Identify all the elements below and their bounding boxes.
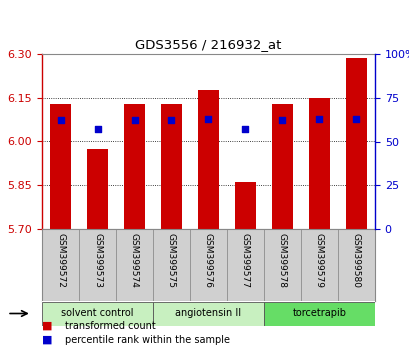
Text: GSM399575: GSM399575 [166, 233, 175, 287]
Bar [235, 182, 255, 229]
Text: ■: ■ [42, 321, 52, 331]
Text: GSM399572: GSM399572 [56, 233, 65, 287]
Bar [161, 104, 181, 229]
Bar [300, 229, 337, 301]
Point [168, 118, 174, 123]
Bar [189, 229, 227, 301]
Bar [153, 229, 189, 301]
Text: GSM399577: GSM399577 [240, 233, 249, 287]
Bar [50, 104, 70, 229]
Text: GSM399576: GSM399576 [204, 233, 213, 287]
Point [242, 126, 248, 132]
Bar [263, 229, 300, 301]
Bar [198, 91, 218, 229]
Bar [227, 229, 263, 301]
Bar [272, 104, 292, 229]
Text: transformed count: transformed count [64, 321, 155, 331]
Text: ■: ■ [42, 335, 52, 345]
Point [205, 116, 211, 121]
Point [353, 116, 359, 121]
Point [57, 118, 64, 123]
Point [279, 118, 285, 123]
Bar [42, 302, 153, 325]
Text: GSM399573: GSM399573 [93, 233, 102, 287]
Bar [263, 302, 374, 325]
Bar [337, 229, 374, 301]
Bar [87, 149, 108, 229]
Bar [153, 302, 263, 325]
Text: solvent control: solvent control [61, 308, 133, 319]
Point [94, 126, 101, 132]
Bar [308, 98, 329, 229]
Text: torcetrapib: torcetrapib [292, 308, 346, 319]
Text: GSM399578: GSM399578 [277, 233, 286, 287]
Text: percentile rank within the sample: percentile rank within the sample [64, 335, 229, 345]
Text: GSM399579: GSM399579 [314, 233, 323, 287]
Bar [124, 104, 144, 229]
Bar [116, 229, 153, 301]
Title: GDS3556 / 216932_at: GDS3556 / 216932_at [135, 39, 281, 51]
Bar [42, 229, 79, 301]
Text: GSM399580: GSM399580 [351, 233, 360, 287]
Bar [79, 229, 116, 301]
Text: angiotensin II: angiotensin II [175, 308, 241, 319]
Point [131, 118, 137, 123]
Text: GSM399574: GSM399574 [130, 233, 139, 287]
Point [315, 116, 322, 121]
Bar [346, 58, 366, 229]
